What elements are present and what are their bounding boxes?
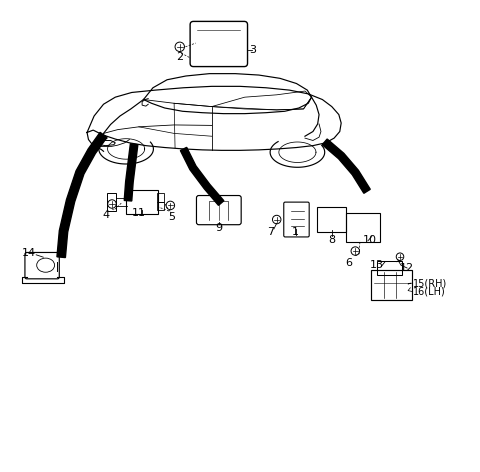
- Text: 14: 14: [22, 248, 36, 258]
- Polygon shape: [57, 132, 107, 258]
- Text: 9: 9: [215, 222, 222, 233]
- Text: 5: 5: [168, 212, 175, 222]
- Text: 3: 3: [250, 45, 257, 55]
- Polygon shape: [322, 139, 370, 194]
- Text: 15(RH): 15(RH): [413, 278, 447, 288]
- Text: 16(LH): 16(LH): [413, 287, 446, 296]
- Text: 8: 8: [328, 235, 336, 245]
- Text: 6: 6: [346, 258, 353, 268]
- Text: 1: 1: [292, 227, 299, 237]
- Text: 7: 7: [267, 227, 274, 237]
- Text: 10: 10: [362, 235, 376, 245]
- Text: 2: 2: [176, 52, 183, 62]
- Polygon shape: [124, 144, 138, 201]
- Polygon shape: [180, 147, 224, 205]
- Text: 12: 12: [400, 263, 414, 273]
- Text: 13: 13: [370, 260, 384, 270]
- Text: 4: 4: [102, 210, 109, 220]
- Text: 11: 11: [132, 209, 146, 219]
